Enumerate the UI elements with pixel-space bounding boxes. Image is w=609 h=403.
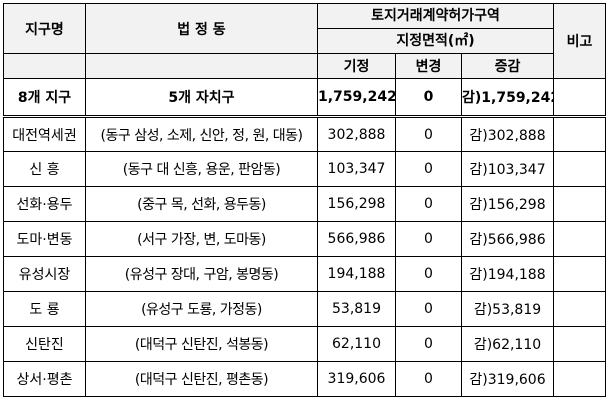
row-district: 도 룡: [3, 291, 86, 327]
row-district: 도마·변동: [3, 221, 86, 257]
row-legal-dong: (대덕구 신탄진, 평촌동): [85, 361, 318, 397]
table-row: 도 룡 (유성구 도룡, 가정동) 53,819 0 감)53,819: [3, 291, 607, 327]
row-district: 상서·평촌: [3, 361, 86, 397]
header-note: 비고: [553, 3, 607, 79]
row-legal-dong: (동구 삼성, 소제, 신안, 정, 원, 대동): [85, 116, 318, 152]
row-diff: 감)319,606: [460, 361, 555, 397]
table-row: 대전역세권 (동구 삼성, 소제, 신안, 정, 원, 대동) 302,888 …: [3, 116, 607, 152]
row-existing: 62,110: [317, 326, 396, 362]
row-change: 0: [395, 291, 462, 327]
row-legal-dong: (유성구 장대, 구암, 봉명동): [85, 256, 318, 292]
row-note: [553, 221, 607, 257]
row-note: [553, 186, 607, 222]
row-district: 선화·용두: [3, 186, 86, 222]
header-district: 지구명: [3, 3, 86, 54]
row-change: 0: [395, 151, 462, 187]
header-change: 변경: [395, 53, 462, 79]
row-note: [553, 361, 607, 397]
summary-diff: 감)1,759,242: [460, 78, 555, 118]
row-note: [553, 151, 607, 187]
row-existing: 103,347: [317, 151, 396, 187]
table-row: 유성시장 (유성구 장대, 구암, 봉명동) 194,188 0 감)194,1…: [3, 256, 607, 292]
row-legal-dong: (동구 대 신흥, 용운, 판암동): [85, 151, 318, 187]
row-legal-dong: (중구 목, 선화, 용두동): [85, 186, 318, 222]
row-change: 0: [395, 256, 462, 292]
table-row: 신 흥 (동구 대 신흥, 용운, 판암동) 103,347 0 감)103,3…: [3, 151, 607, 187]
row-existing: 194,188: [317, 256, 396, 292]
summary-district: 8개 지구: [3, 78, 86, 118]
summary-legal-dong: 5개 자치구: [85, 78, 318, 118]
header-district-spacer: [3, 53, 86, 79]
row-diff: 감)103,347: [460, 151, 555, 187]
row-diff: 감)194,188: [460, 256, 555, 292]
header-legal-dong-spacer: [85, 53, 318, 79]
row-existing: 302,888: [317, 116, 396, 152]
header-diff: 증감: [460, 53, 555, 79]
table-row: 상서·평촌 (대덕구 신탄진, 평촌동) 319,606 0 감)319,606: [3, 361, 607, 397]
header-area-group-title: 토지거래계약허가구역: [371, 8, 500, 24]
row-note: [553, 256, 607, 292]
summary-note: [553, 78, 607, 118]
row-existing: 319,606: [317, 361, 396, 397]
row-district: 신 흥: [3, 151, 86, 187]
row-diff: 감)53,819: [460, 291, 555, 327]
header-area-group-line1: 토지거래계약허가구역: [316, 3, 555, 29]
row-existing: 566,986: [317, 221, 396, 257]
row-district: 유성시장: [3, 256, 86, 292]
table-row: 신탄진 (대덕구 신탄진, 석봉동) 62,110 0 감)62,110: [3, 326, 607, 362]
row-change: 0: [395, 326, 462, 362]
table-row: 선화·용두 (중구 목, 선화, 용두동) 156,298 0 감)156,29…: [3, 186, 607, 222]
row-existing: 156,298: [317, 186, 396, 222]
summary-row: 8개 지구 5개 자치구 1,759,242 0 감)1,759,242: [3, 78, 607, 118]
summary-change: 0: [395, 78, 462, 118]
row-legal-dong: (유성구 도룡, 가정동): [85, 291, 318, 327]
row-existing: 53,819: [317, 291, 396, 327]
row-note: [553, 326, 607, 362]
row-diff: 감)62,110: [460, 326, 555, 362]
row-district: 신탄진: [3, 326, 86, 362]
row-change: 0: [395, 361, 462, 397]
row-change: 0: [395, 221, 462, 257]
row-diff: 감)566,986: [460, 221, 555, 257]
row-note: [553, 116, 607, 152]
row-district: 대전역세권: [3, 116, 86, 152]
header-area-group-line2: 지정면적(㎡): [316, 28, 555, 54]
summary-existing: 1,759,242: [317, 78, 396, 118]
row-note: [553, 291, 607, 327]
header-area-unit: 지정면적(㎡): [396, 33, 475, 49]
row-change: 0: [395, 116, 462, 152]
row-legal-dong: (서구 가장, 변, 도마동): [85, 221, 318, 257]
header-legal-dong: 법 정 동: [85, 3, 318, 54]
header-existing: 기정: [317, 53, 396, 79]
table-row: 도마·변동 (서구 가장, 변, 도마동) 566,986 0 감)566,98…: [3, 221, 607, 257]
row-diff: 감)156,298: [460, 186, 555, 222]
row-change: 0: [395, 186, 462, 222]
designation-area-table: 지구명 법 정 동 토지거래계약허가구역 비고 지정면적(㎡) 기정 변경 증감…: [3, 3, 607, 397]
row-diff: 감)302,888: [460, 116, 555, 152]
row-legal-dong: (대덕구 신탄진, 석봉동): [85, 326, 318, 362]
